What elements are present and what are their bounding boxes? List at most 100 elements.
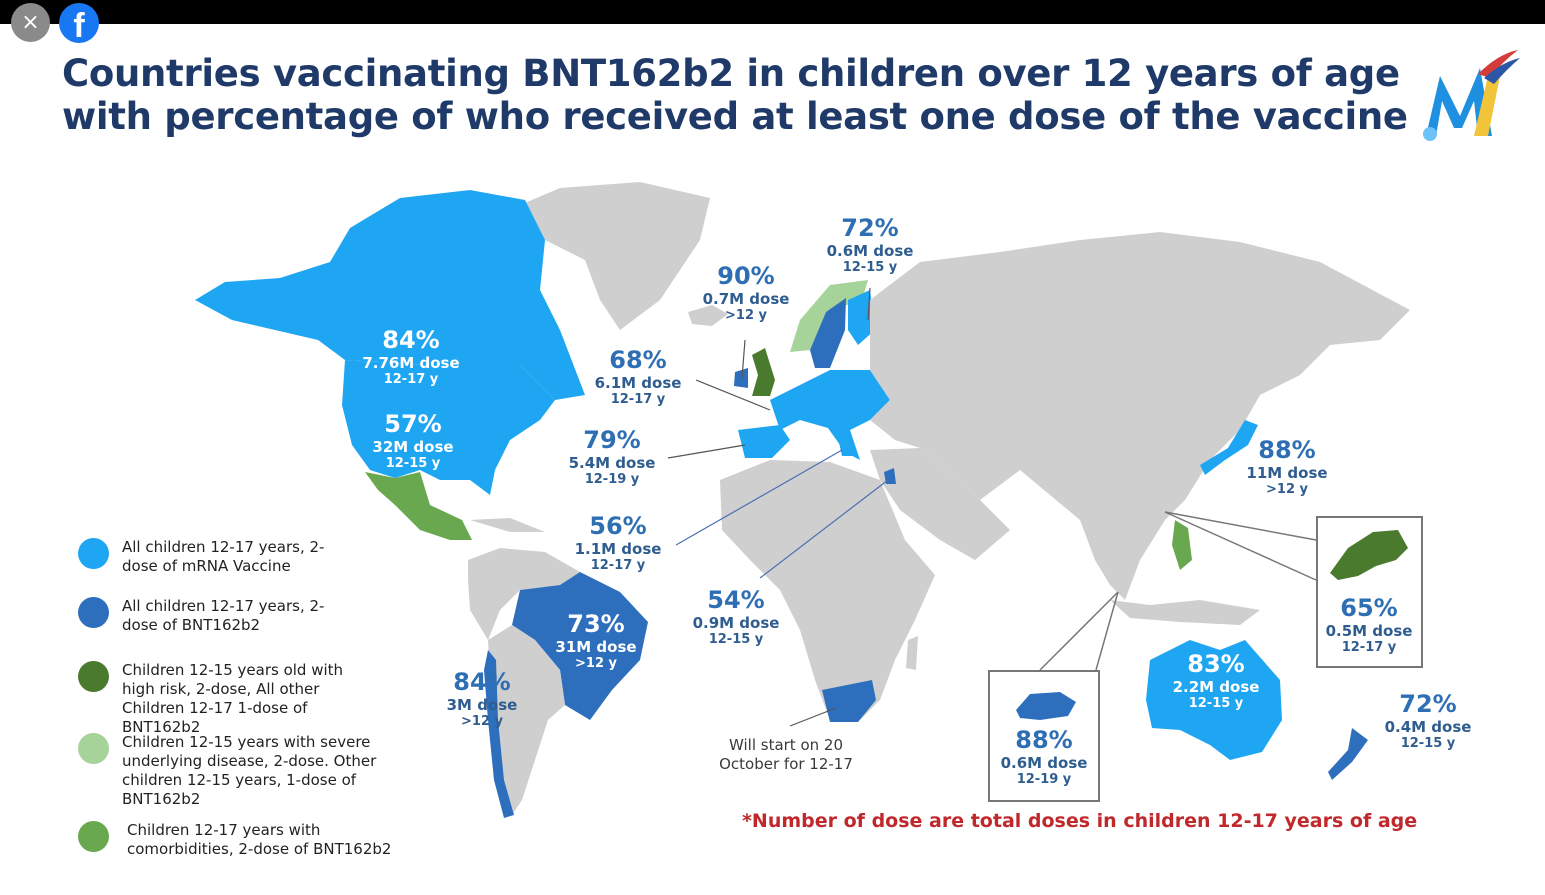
leader-line-israel [759, 479, 889, 579]
label-europe: 68% 6.1M dose 12-17 y [588, 346, 688, 408]
brazil-age: >12 y [575, 656, 617, 671]
greece-shape [838, 438, 856, 456]
uk-dose: 0.7M dose [702, 290, 790, 308]
label-chile: 84% 3M dose >12 y [432, 668, 532, 730]
leader-line-south-africa [789, 707, 837, 727]
indonesia-shape [1110, 600, 1260, 625]
footnote: *Number of dose are total doses in child… [742, 810, 1418, 832]
chile-percentage: 84% [453, 668, 511, 696]
israel-dose: 0.9M dose [692, 614, 780, 632]
southern-cone-shape [488, 625, 565, 815]
newzealand-age: 12-15 y [1400, 736, 1456, 751]
label-singapore: 88% 0.6M dose 12-19 y [990, 726, 1098, 788]
brazil-dose: 31M dose [555, 638, 637, 656]
chile-age: >12 y [461, 714, 503, 729]
leader-line-hongkong-bottom [1164, 511, 1317, 581]
leader-line-europe [695, 379, 771, 411]
greece-age: 12-17 y [590, 558, 646, 573]
usa-percentage: 57% [384, 410, 442, 438]
leader-line-singapore-right [1095, 591, 1119, 671]
usa-age: 12-15 y [385, 456, 441, 471]
close-icon[interactable]: × [11, 3, 50, 42]
legend-text: All children 12-17 years, 2-dose of mRNA… [122, 538, 325, 575]
finland-shape [848, 290, 875, 345]
top-bar [0, 0, 1545, 24]
label-newzealand: 72% 0.4M dose 12-15 y [1376, 690, 1480, 752]
singapore-inset [988, 670, 1100, 802]
spain-dose: 5.4M dose [568, 454, 656, 472]
legend-swatch [78, 733, 109, 764]
singapore-dose: 0.6M dose [1000, 754, 1088, 772]
caribbean-shape [470, 518, 545, 532]
organization-logo [1423, 50, 1520, 141]
europe-dose: 6.1M dose [594, 374, 682, 392]
iberia-shape [738, 425, 790, 458]
south-africa-shape [822, 680, 876, 722]
canada-percentage: 84% [382, 326, 440, 354]
greece-percentage: 56% [589, 512, 647, 540]
newzealand-percentage: 72% [1399, 690, 1457, 718]
singapore-shape [1016, 692, 1076, 720]
label-canada: 84% 7.76M dose 12-17 y [356, 326, 466, 388]
asia-shape [870, 232, 1410, 600]
australia-percentage: 83% [1187, 650, 1245, 678]
hongkong-inset [1316, 516, 1423, 668]
label-usa: 57% 32M dose 12-15 y [358, 410, 468, 472]
greenland-shape [520, 182, 710, 330]
usa-shape [342, 360, 555, 495]
spain-percentage: 79% [583, 426, 641, 454]
canada-age: 12-17 y [383, 372, 439, 387]
japan-age: >12 y [1266, 482, 1308, 497]
legend-text: Children 12-15 years old with high risk,… [122, 661, 344, 736]
sweden-shape [810, 298, 846, 368]
leader-line-greece [675, 449, 843, 546]
new-zealand-shape [1328, 728, 1368, 780]
brazil-shape [512, 572, 648, 720]
europe-age: 12-17 y [610, 392, 666, 407]
greece-dose: 1.1M dose [574, 540, 662, 558]
chile-dose: 3M dose [446, 696, 518, 714]
japan-shape [1200, 420, 1258, 475]
uk-percentage: 90% [717, 262, 775, 290]
leader-line-spain [667, 444, 746, 459]
label-japan: 88% 11M dose >12 y [1236, 436, 1338, 498]
australia-shape [1146, 640, 1282, 760]
nordic-dose: 0.6M dose [826, 242, 914, 260]
south-africa-note: Will start on 20 October for 12-17 [719, 736, 853, 773]
uk-age: >12 y [725, 308, 767, 323]
middle-east-shape [870, 448, 1010, 560]
newzealand-dose: 0.4M dose [1384, 718, 1472, 736]
legend-text: Children 12-15 years with severe underly… [122, 733, 377, 808]
leader-line-hongkong-top [1164, 511, 1317, 541]
israel-shape [884, 468, 896, 484]
hongkong-age: 12-17 y [1341, 640, 1397, 655]
iceland-shape [688, 305, 728, 326]
legend-swatch [78, 661, 109, 692]
northern-south-america-shape [468, 548, 580, 640]
label-nordic: 72% 0.6M dose 12-15 y [820, 214, 920, 276]
page-title: Countries vaccinating BNT162b2 in childr… [62, 52, 1408, 138]
legend-swatch [78, 597, 109, 628]
africa-shape [720, 460, 935, 720]
philippines-shape [1172, 520, 1192, 570]
australia-dose: 2.2M dose [1172, 678, 1260, 696]
australia-age: 12-15 y [1188, 696, 1244, 711]
ireland-shape [734, 368, 748, 388]
leader-line-singapore-left [1039, 591, 1119, 671]
hongkong-shape [1330, 530, 1408, 580]
israel-age: 12-15 y [708, 632, 764, 647]
uk-shape [752, 348, 775, 396]
label-spain: 79% 5.4M dose 12-19 y [562, 426, 662, 488]
canada-dose: 7.76M dose [362, 354, 460, 372]
norway-shape [790, 280, 868, 352]
hongkong-dose: 0.5M dose [1325, 622, 1413, 640]
legend-swatch [78, 821, 109, 852]
spain-age: 12-19 y [584, 472, 640, 487]
label-uk: 90% 0.7M dose >12 y [696, 262, 796, 324]
canada-shape [195, 190, 585, 400]
chile-shape [484, 650, 514, 818]
facebook-icon[interactable]: f [59, 3, 99, 43]
israel-percentage: 54% [707, 586, 765, 614]
label-australia: 83% 2.2M dose 12-15 y [1164, 650, 1268, 712]
